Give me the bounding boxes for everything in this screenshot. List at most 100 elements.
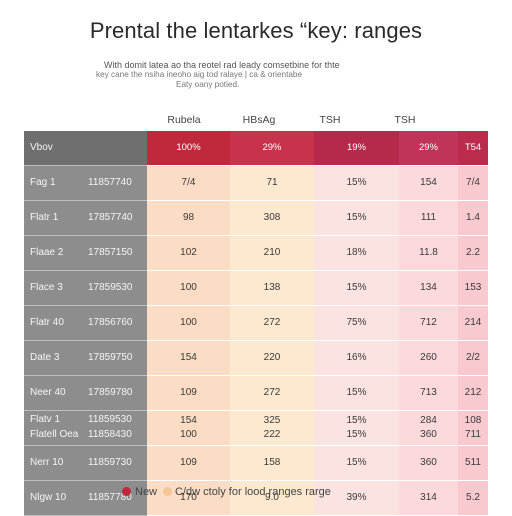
heatmap-cell: 109 [147,376,230,411]
heatmap-cell: 7/4 [147,166,230,201]
row-code: 17856760 [88,317,133,328]
chart-subtitle: With domit latea ao tha reotel rad leady… [96,60,426,90]
heatmap-cell: 308 [230,201,314,236]
subtitle-line: With domit latea ao tha reotel rad leady… [104,60,340,70]
heatmap-cell: 100 [147,271,230,306]
legend-swatch-peach [163,487,173,496]
heatmap-cell: 272 [230,306,314,341]
row-label: Flatr 1 [30,212,59,223]
heatmap-cell: 100 [147,306,230,341]
heatmap-cell: 9.0 [230,481,314,516]
subtitle-line: key cane the nsiha ineoho aig tod ralaye… [96,70,303,79]
heatmap-cell: 100% [147,131,230,166]
heatmap-cell: 2/2 [458,341,488,376]
cell-value: 360 [420,429,437,440]
heatmap-cell: 212 [458,376,488,411]
heatmap-cell: 134 [399,271,458,306]
table-row: Flace 3 17859530 100 138 15% 134 153 [24,271,488,306]
row-code: 17859750 [88,352,133,363]
heatmap-cell: 15% [314,446,399,481]
heatmap-cell: 16% [314,341,399,376]
column-header: Rubela [167,114,201,126]
heatmap-cell: 98 [147,201,230,236]
row-header: Flace 3 17859530 [24,271,147,306]
row-header: Vbov [24,131,147,166]
row-code: 17857740 [88,212,133,223]
heatmap-cell: 15% [314,201,399,236]
heatmap-cell: 712 [399,306,458,341]
heatmap-cell: 138 [230,271,314,306]
row-label: Flace 3 [30,282,63,293]
row-label: Date 3 [30,352,60,363]
row-code: 11859730 [88,457,132,468]
heatmap-cell: 260 [399,341,458,376]
heatmap-cell: 29% [230,131,314,166]
row-label: Flaae 2 [30,247,64,258]
row-header: Flatr 1 17857740 [24,201,147,236]
heatmap-cell: 210 [230,236,314,271]
heatmap-cell: 71 [230,166,314,201]
heatmap-cell: 111 [399,201,458,236]
row-label: Flatv 1 [30,414,61,425]
heatmap-cell: 154 [147,341,230,376]
heatmap-cell: 713 [399,376,458,411]
heatmap-cell: 15% [314,271,399,306]
cell-value: 15% [346,415,367,426]
heatmap-cell: 18% [314,236,399,271]
row-label: Vbov [30,142,53,153]
cell-value: 284 [420,415,437,426]
heatmap-cell: 19% [314,131,399,166]
row-code: 17859530 [88,282,133,293]
table-row: Nlgw 10 11857780 170 9.0 39% 314 5.2 [24,481,488,516]
row-header: Flatv 1 11859530 Flatell Oea 11858430 [24,411,147,446]
heatmap-cell: 15% [314,376,399,411]
heatmap-cell: 5.2 [458,481,488,516]
column-headers: Rubela HBsAg TSH TSH [0,114,512,128]
heatmap-cell: 15% [314,166,399,201]
row-code: 17859780 [88,387,133,398]
column-header: TSH [394,114,416,126]
cell-value: 108 [464,415,482,426]
heatmap-cell: 360 [399,446,458,481]
row-header: Neer 40 17859780 [24,376,147,411]
table-row: Neer 40 17859780 109 272 15% 713 212 [24,376,488,411]
row-label: Flatr 40 [30,317,64,328]
heatmap-cell: 154 100 [147,411,230,446]
heatmap-cell: T54 [458,131,488,166]
row-label: Nlgw 10 [30,492,67,503]
row-header: Flaae 2 17857150 [24,236,147,271]
legend: New C/dw ctoly for lood ranges rarge [122,486,331,498]
cell-value: 100 [180,429,197,440]
heatmap-cell: 108 711 [458,411,488,446]
heatmap-cell: 153 [458,271,488,306]
heatmap-cell: 314 [399,481,458,516]
header-row: Vbov 100% 29% 19% 29% T54 [24,131,488,166]
heatmap-cell: 15% 15% [314,411,399,446]
row-label: Nerr 10 [30,457,64,468]
heatmap-cell: 220 [230,341,314,376]
column-header: HBsAg [242,114,276,126]
table-row: Flatv 1 11859530 Flatell Oea 11858430 154 100… [24,411,488,446]
heatmap-cell: 325 222 [230,411,314,446]
cell-value: 154 [180,415,197,426]
cell-value: 222 [263,429,281,440]
heatmap-cell: 158 [230,446,314,481]
cell-value: 325 [263,415,281,426]
row-header: Flatr 40 17856760 [24,306,147,341]
heatmap-cell: 29% [399,131,458,166]
row-code: 11859530 [88,414,132,425]
legend-swatch-red [122,487,131,496]
heatmap-cell: 2.2 [458,236,488,271]
table-row: Flatr 1 17857740 98 308 15% 111 1.4 [24,201,488,236]
legend-label: C/dw ctoly for lood ranges rarge [175,486,331,498]
row-code: 11857780 [88,492,132,503]
heatmap-cell: 284 360 [399,411,458,446]
row-code: 11858430 [88,429,132,440]
heatmap-cell: 75% [314,306,399,341]
row-label: Neer 40 [30,387,66,398]
heatmap-cell: 109 [147,446,230,481]
row-header: Nerr 10 11859730 [24,446,147,481]
table-row: Nerr 10 11859730 109 158 15% 360 511 [24,446,488,481]
table-row: Flaae 2 17857150 102 210 18% 11.8 2.2 [24,236,488,271]
heatmap-cell: 154 [399,166,458,201]
